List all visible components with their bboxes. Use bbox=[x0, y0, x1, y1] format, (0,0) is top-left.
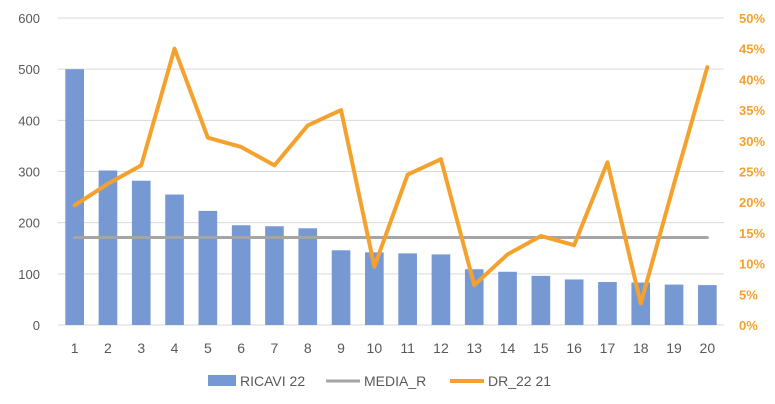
y-left-tick-label: 100 bbox=[18, 267, 40, 282]
legend-label-ricavi: RICAVI 22 bbox=[240, 373, 305, 389]
bar-ricavi bbox=[431, 254, 451, 325]
bar-ricavi bbox=[598, 282, 617, 325]
y-axis-right: 0% 5% 10% 15% 20% 25% 30% 35% 40% 45% 50% bbox=[739, 11, 765, 333]
bar-ricavi bbox=[265, 226, 284, 325]
bar-ricavi bbox=[231, 225, 251, 325]
x-tick-label: 13 bbox=[466, 340, 482, 356]
x-axis: 1 2 3 4 5 6 7 8 9 10 11 12 13 14 15 16 17 18 19 20 bbox=[71, 340, 716, 356]
bar-ricavi bbox=[131, 180, 151, 325]
y-right-tick-label: 25% bbox=[739, 165, 765, 180]
gridlines bbox=[58, 17, 724, 326]
bar-ricavi bbox=[564, 279, 584, 325]
x-tick-label: 7 bbox=[271, 340, 279, 356]
y-left-tick-label: 400 bbox=[18, 113, 40, 128]
x-tick-label: 6 bbox=[237, 340, 245, 356]
legend-label-media: MEDIA_R bbox=[364, 373, 426, 389]
x-tick-label: 5 bbox=[204, 340, 212, 356]
x-tick-label: 12 bbox=[433, 340, 449, 356]
y-right-tick-label: 35% bbox=[739, 103, 765, 118]
x-tick-label: 3 bbox=[137, 340, 145, 356]
bar-ricavi bbox=[298, 228, 318, 325]
x-tick-label: 16 bbox=[566, 340, 582, 356]
x-tick-label: 19 bbox=[666, 340, 682, 356]
y-right-tick-label: 50% bbox=[739, 11, 765, 26]
y-right-tick-label: 20% bbox=[739, 195, 765, 210]
y-right-tick-label: 0% bbox=[739, 318, 758, 333]
x-tick-label: 14 bbox=[500, 340, 516, 356]
y-left-tick-label: 600 bbox=[18, 11, 40, 26]
y-right-tick-label: 45% bbox=[739, 42, 765, 57]
bar-ricavi bbox=[365, 252, 384, 325]
y-right-tick-label: 10% bbox=[739, 257, 765, 272]
bar-ricavi bbox=[65, 69, 84, 326]
x-tick-label: 20 bbox=[700, 340, 716, 356]
bar-ricavi bbox=[664, 284, 684, 325]
x-tick-label: 15 bbox=[533, 340, 549, 356]
bar-ricavi bbox=[98, 170, 118, 325]
x-tick-label: 10 bbox=[367, 340, 383, 356]
x-tick-label: 17 bbox=[600, 340, 616, 356]
y-right-tick-label: 40% bbox=[739, 72, 765, 87]
x-tick-label: 1 bbox=[71, 340, 79, 356]
bar-ricavi bbox=[531, 275, 551, 325]
y-right-tick-label: 5% bbox=[739, 287, 758, 302]
legend-swatch-ricavi bbox=[208, 375, 236, 386]
y-axis-left: 0 100 200 300 400 500 600 bbox=[18, 11, 40, 333]
bar-ricavi bbox=[198, 210, 218, 325]
y-left-tick-label: 0 bbox=[33, 318, 40, 333]
x-tick-label: 18 bbox=[633, 340, 649, 356]
y-right-tick-label: 30% bbox=[739, 134, 765, 149]
bar-ricavi bbox=[165, 194, 184, 325]
x-tick-label: 11 bbox=[400, 340, 415, 356]
line-dr-22-21 bbox=[72, 46, 710, 306]
y-left-tick-label: 200 bbox=[18, 216, 40, 231]
x-tick-label: 9 bbox=[337, 340, 345, 356]
legend: RICAVI 22 MEDIA_R DR_22 21 bbox=[208, 373, 551, 389]
bar-ricavi bbox=[331, 250, 351, 325]
x-tick-label: 8 bbox=[304, 340, 312, 356]
line-series bbox=[72, 46, 710, 306]
bar-ricavi bbox=[698, 285, 717, 325]
legend-label-dr: DR_22 21 bbox=[488, 373, 551, 389]
y-left-tick-label: 300 bbox=[18, 165, 40, 180]
y-left-tick-label: 500 bbox=[18, 62, 40, 77]
y-right-tick-label: 15% bbox=[739, 226, 765, 241]
bar-ricavi bbox=[498, 271, 517, 325]
x-tick-label: 4 bbox=[171, 340, 179, 356]
bar-series-ricavi bbox=[65, 69, 717, 326]
x-tick-label: 2 bbox=[104, 340, 112, 356]
bar-ricavi bbox=[398, 253, 417, 325]
